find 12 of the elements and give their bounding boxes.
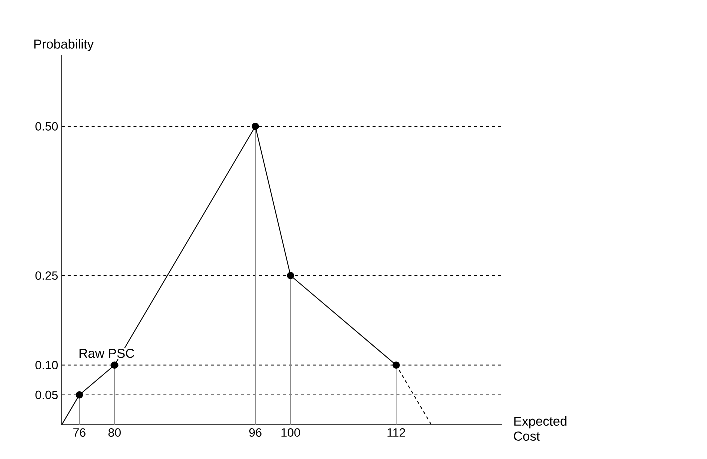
- series-label: Raw PSC: [80, 348, 134, 358]
- y-tick-label: 0.50: [36, 122, 58, 131]
- x-axis-title: Expected Cost: [514, 416, 567, 441]
- x-tick-label: 112: [388, 428, 406, 437]
- x-tick-label: 80: [108, 428, 121, 437]
- x-tick-label: 96: [250, 428, 262, 437]
- y-tick-label: 0.05: [36, 390, 58, 400]
- y-tick-label: 0.25: [36, 272, 58, 280]
- x-tick-label: 100: [282, 428, 300, 437]
- x-tick-label: 76: [74, 428, 86, 437]
- y-tick-label: 0.10: [36, 361, 58, 370]
- y-axis-title: Probability: [34, 39, 94, 52]
